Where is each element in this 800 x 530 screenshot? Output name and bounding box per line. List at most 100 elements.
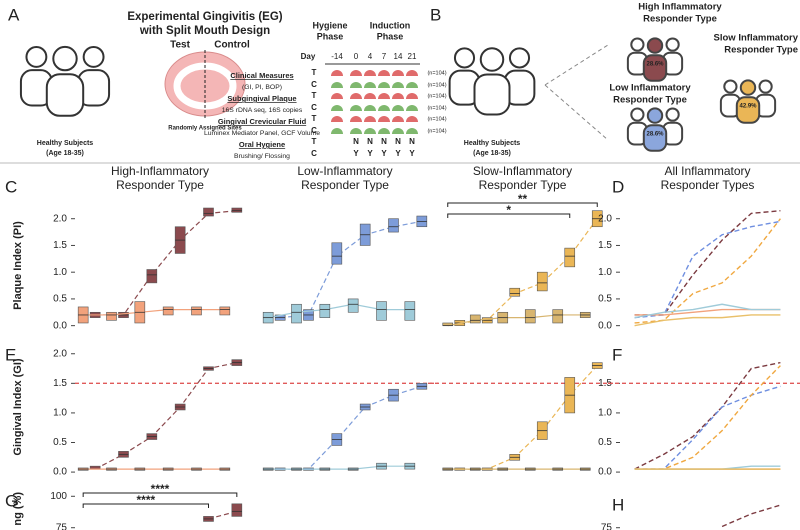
visit-arc (378, 82, 390, 88)
person-head (453, 47, 476, 69)
n-label: (n=104) (427, 93, 446, 99)
visit-arc (406, 116, 418, 122)
day-tick: -14 (331, 52, 343, 61)
significance-bracket (447, 213, 571, 218)
visit-arc (378, 93, 390, 99)
chart-title: Responder Type (301, 178, 389, 192)
phase-label: Phase (317, 31, 344, 41)
subjects-label: Healthy Subjects (464, 140, 521, 147)
significance-bracket (82, 492, 238, 497)
responder-type: Responder Type (643, 14, 717, 25)
compliance-mark: Y (353, 149, 359, 158)
visit-arc (392, 82, 404, 88)
chart-title: Slow-Inflammatory (473, 164, 572, 178)
visit-arc (406, 128, 418, 134)
person-head (739, 79, 757, 96)
test-label: Test (170, 40, 190, 51)
visit-arc (392, 116, 404, 122)
phase-label: Phase (377, 31, 404, 41)
phase-label: Hygiene (312, 20, 347, 30)
series-line (634, 361, 781, 470)
day-tick: 4 (368, 52, 373, 61)
y-tick-label: 0.0 (598, 467, 612, 478)
row-heading: Clinical Measures (230, 71, 293, 80)
visit-arc (331, 82, 343, 88)
visit-arc (350, 93, 362, 99)
connector (544, 44, 609, 86)
arm-mark: C (311, 149, 317, 158)
compliance-mark: N (381, 137, 387, 146)
visit-arc (392, 70, 404, 76)
panel-letter: E (5, 345, 16, 364)
box (146, 269, 158, 284)
person-body (642, 54, 668, 82)
chart-title: Responder Type (479, 178, 567, 192)
box (231, 207, 243, 213)
visit-arc (350, 128, 362, 134)
box (291, 303, 302, 324)
y-tick-label: 0.0 (598, 320, 612, 331)
person-head (82, 45, 105, 68)
series-line (268, 465, 410, 470)
visit-arc (331, 116, 343, 122)
y-tick-label: 0.0 (53, 320, 67, 331)
responder-share: 42.9% (739, 104, 757, 110)
subjects-label: Healthy Subjects (37, 140, 94, 147)
y-tick-label: 2.0 (53, 213, 67, 224)
visit-arc (331, 105, 343, 111)
person-head (665, 37, 680, 52)
compliance-mark: N (353, 137, 359, 146)
box (469, 314, 481, 324)
chart-title: Low-Inflammatory (297, 164, 392, 178)
series-line (634, 209, 781, 316)
significance-bracket (447, 202, 598, 207)
box (536, 271, 548, 292)
visit-arc (364, 105, 376, 111)
compliance-mark: Y (395, 149, 401, 158)
series-line (95, 210, 237, 316)
responder-type: Slow Inflammatory (714, 33, 799, 44)
y-axis-label: Gingival Index (GI) (12, 358, 24, 456)
person-head (508, 47, 531, 69)
series-line (721, 504, 781, 528)
y-tick-label: 1.0 (53, 267, 67, 278)
box (442, 322, 454, 326)
y-tick-label: 2.0 (53, 348, 67, 359)
responder-type: Low Inflammatory (609, 83, 691, 94)
row-detail: Luminex Mediator Panel, GCF Volume (204, 130, 320, 137)
design-title: Experimental Gingivitis (EG) (127, 11, 282, 23)
box (564, 247, 576, 268)
series-line (634, 314, 781, 327)
row-heading: Subgingival Plaque (227, 94, 296, 103)
person-head (646, 107, 664, 124)
person-head (25, 45, 48, 68)
box (319, 303, 331, 318)
panel-letter: B (430, 5, 441, 24)
y-tick-label: 0.5 (598, 437, 612, 448)
box (203, 207, 214, 217)
row-detail: 16S rDNA seq, 16S copies (222, 107, 303, 114)
y-axis-label: Plaque Index (PI) (12, 221, 24, 310)
age-label: (Age 18-35) (473, 150, 511, 157)
person-body (473, 73, 511, 116)
compliance-mark: N (395, 137, 401, 146)
compliance-mark: Y (381, 149, 387, 158)
design-subtitle: with Split Mouth Design (139, 25, 270, 37)
n-label: (n=104) (427, 128, 446, 134)
person-body (642, 124, 668, 152)
y-tick-label: 2.0 (598, 213, 612, 224)
compliance-mark: Y (367, 149, 373, 158)
series-line (447, 314, 586, 327)
box (509, 287, 521, 297)
box (191, 306, 202, 316)
day-tick: 7 (382, 52, 387, 61)
visit-arc (406, 82, 418, 88)
visit-arc (350, 105, 362, 111)
day-label: Day (301, 52, 316, 61)
y-tick-label: 1.0 (53, 408, 67, 419)
person-head (630, 37, 645, 52)
significance-label: ** (518, 192, 528, 206)
visit-arc (331, 93, 343, 99)
arm-mark: T (312, 137, 317, 146)
visit-arc (392, 105, 404, 111)
